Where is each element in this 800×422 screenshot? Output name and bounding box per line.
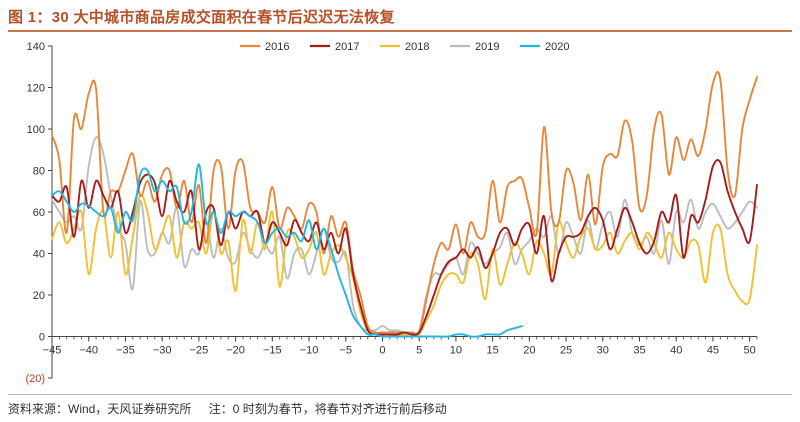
x-tick-label: 40	[670, 345, 682, 357]
x-tick-label: −10	[300, 345, 319, 357]
x-tick-label: 10	[450, 345, 462, 357]
x-tick-label: 45	[707, 345, 719, 357]
x-tick-label: −25	[190, 345, 209, 357]
series-line-2019	[51, 136, 758, 335]
y-tick-label: 0	[39, 332, 45, 344]
legend-label-2016: 2016	[265, 41, 289, 53]
series-line-2017	[51, 159, 758, 336]
legend-label-2020: 2020	[545, 41, 569, 53]
legend-label-2019: 2019	[475, 41, 499, 53]
x-tick-label: 50	[744, 345, 756, 357]
x-tick-label: −45	[43, 345, 62, 357]
chart-legend: 2016 2017 2018 2019 2020	[240, 41, 569, 53]
y-tick-label: 60	[33, 207, 45, 219]
x-tick-label: −15	[263, 345, 282, 357]
x-tick-label: −20	[226, 345, 245, 357]
x-tick-label: 5	[416, 345, 422, 357]
y-tick-label: 80	[33, 166, 45, 178]
legend-label-2018: 2018	[405, 41, 429, 53]
chart-title: 图 1：30 大中城市商品房成交面积在春节后迟迟无法恢复	[8, 9, 395, 26]
y-tick-label: 120	[27, 83, 45, 95]
x-tick-label: 15	[487, 345, 499, 357]
x-tick-label: 35	[633, 345, 645, 357]
y-tick-label: 140	[27, 41, 45, 53]
chart-footer: 资料来源：Wind，天风证券研究所 注：0 时刻为春节，将春节对齐进行前后移动	[8, 400, 447, 417]
y-tick-label: 100	[27, 124, 45, 136]
x-tick-label: −35	[116, 345, 135, 357]
x-tick-label: −5	[339, 345, 352, 357]
x-tick-label: −40	[79, 345, 98, 357]
x-tick-label: 30	[597, 345, 609, 357]
y-tick-label: (20)	[25, 373, 45, 385]
x-tick-label: 0	[379, 345, 385, 357]
series-line-2020	[51, 163, 523, 338]
x-tick-label: −30	[153, 345, 172, 357]
y-tick-label: 20	[33, 290, 45, 302]
chart-series	[51, 71, 758, 338]
source-note: 资料来源：Wind，天风证券研究所	[8, 402, 192, 416]
legend-label-2017: 2017	[335, 41, 359, 53]
x-tick-label: 20	[523, 345, 535, 357]
title-divider	[8, 30, 792, 32]
y-tick-label: 40	[33, 249, 45, 261]
footer-divider	[8, 394, 792, 395]
series-line-2018	[51, 193, 758, 337]
x-tick-label: 25	[560, 345, 572, 357]
footnote: 注：0 时刻为春节，将春节对齐进行前后移动	[208, 402, 447, 416]
